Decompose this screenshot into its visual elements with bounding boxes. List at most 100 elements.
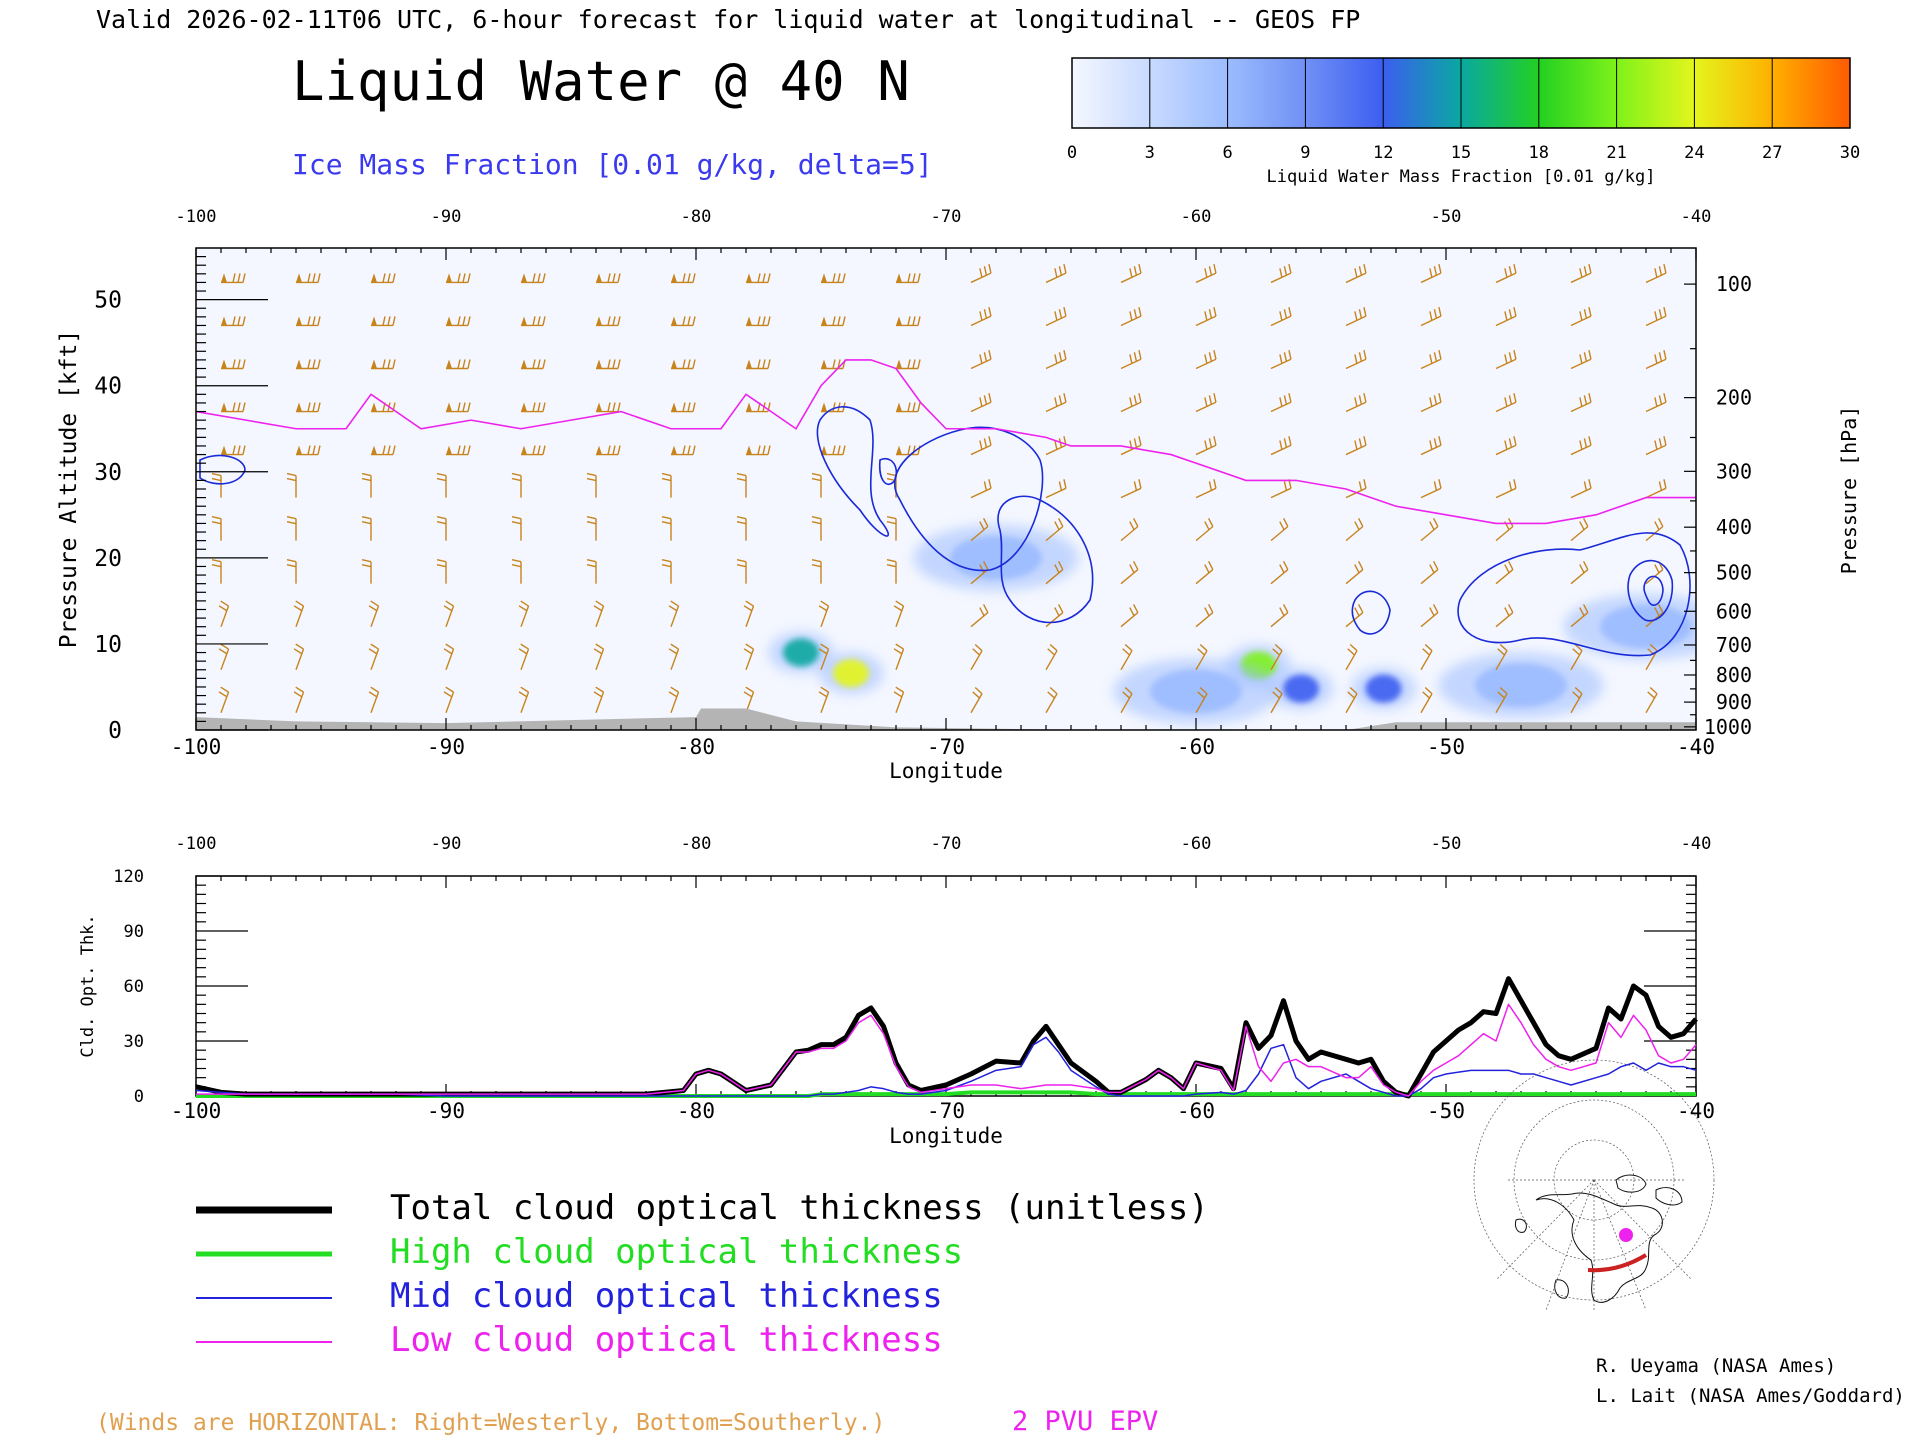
x-tick-label-bottom: -90 bbox=[427, 735, 465, 759]
bottom-panel-x-tick-labels-top: -100 -90 -80 -70 -60 -50 -40 bbox=[176, 834, 1712, 854]
bottom-panel: -100 -90 -80 -70 -60 -50 -40 -100 -90 -80 -70 -60-… bbox=[78, 834, 1715, 1148]
wind-barb bbox=[1120, 604, 1139, 628]
top-panel-ticks bbox=[195, 248, 1697, 731]
wind-barb bbox=[368, 600, 380, 627]
x-tick-label-top: -70 bbox=[931, 207, 962, 227]
wind-barb bbox=[293, 643, 305, 670]
wind-barb bbox=[286, 472, 297, 498]
terrain bbox=[196, 708, 1696, 730]
x-tick-label-bottom: -70 bbox=[927, 1099, 965, 1123]
ice-contour bbox=[997, 495, 1094, 624]
wind-barb bbox=[1645, 479, 1667, 499]
wind-barb bbox=[1570, 393, 1592, 413]
wind-barb bbox=[436, 472, 447, 498]
wind-barb bbox=[511, 515, 522, 541]
ice-contour bbox=[816, 406, 890, 537]
wind-barb bbox=[896, 273, 921, 284]
liquid-water-cell bbox=[833, 659, 869, 688]
top-x-axis-label: Longitude bbox=[889, 759, 1003, 783]
wind-barb bbox=[521, 402, 546, 413]
wind-barb bbox=[446, 445, 471, 456]
x-tick-label-bottom: -100 bbox=[171, 1099, 222, 1123]
wind-barb bbox=[443, 600, 455, 627]
right-tick-label: 900 bbox=[1716, 690, 1752, 714]
wind-barb bbox=[1420, 436, 1442, 456]
wind-barb bbox=[1345, 517, 1364, 542]
wind-barb bbox=[593, 686, 605, 714]
wind-barb bbox=[293, 686, 305, 714]
wind-barb bbox=[211, 515, 222, 541]
y-tick-label: 90 bbox=[124, 922, 144, 942]
right-tick-label: 400 bbox=[1716, 515, 1752, 539]
legend-label: Total cloud optical thickness (unitless) bbox=[390, 1188, 1209, 1228]
wind-barb bbox=[1570, 263, 1592, 284]
bottom-panel-frame bbox=[195, 875, 1697, 1097]
wind-barb bbox=[371, 445, 396, 456]
ice-contour bbox=[1643, 575, 1664, 606]
colorbar-tick-label: 18 bbox=[1529, 143, 1549, 163]
wind-barb bbox=[1195, 393, 1217, 413]
wind-barb bbox=[293, 600, 305, 627]
wind-barb bbox=[1270, 686, 1283, 714]
wind-barb bbox=[1495, 393, 1517, 413]
right-tick-label: 500 bbox=[1716, 561, 1752, 585]
wind-barb bbox=[1195, 263, 1217, 284]
locator-map bbox=[1473, 1059, 1715, 1311]
colorbar-label: Liquid Water Mass Fraction [0.01 g/kg] bbox=[1267, 167, 1656, 187]
wind-barb bbox=[1270, 561, 1289, 585]
x-tick-label-top: -80 bbox=[681, 207, 712, 227]
wind-barb bbox=[743, 600, 755, 627]
ice-contour bbox=[1457, 532, 1691, 657]
wind-barb bbox=[1045, 307, 1067, 327]
right-tick-label: 600 bbox=[1716, 599, 1752, 623]
wind-barb bbox=[1120, 307, 1142, 327]
wind-barb bbox=[818, 600, 830, 627]
wind-barb bbox=[668, 643, 680, 670]
wind-barb bbox=[1195, 307, 1217, 327]
winds-note: (Winds are HORIZONTAL: Right=Westerly, B… bbox=[96, 1410, 885, 1436]
contour-label: Ice Mass Fraction [0.01 g/kg, delta=5] bbox=[292, 148, 933, 181]
valid-line: Valid 2026-02-11T06 UTC, 6-hour forecast… bbox=[96, 5, 1360, 34]
wind-barb bbox=[970, 393, 992, 413]
right-tick-label: 100 bbox=[1716, 272, 1752, 296]
wind-barb bbox=[896, 316, 921, 327]
wind-barb bbox=[970, 263, 992, 284]
colorbar-tick-labels: 0 3 6 9 12 15 18 21 24 27 30 bbox=[1067, 143, 1860, 163]
wind-barb bbox=[970, 604, 989, 628]
liquid-water-cell bbox=[950, 535, 1042, 580]
legend-label: Mid cloud optical thickness bbox=[390, 1276, 943, 1316]
top-panel-x-tick-labels-top: -100 -90 -80 -70 -60 -50 -40 bbox=[176, 207, 1712, 227]
wind-barb bbox=[661, 558, 672, 584]
wind-barb bbox=[221, 359, 246, 370]
wind-barb bbox=[221, 316, 246, 327]
wind-barb bbox=[1045, 479, 1067, 499]
wind-barb bbox=[970, 517, 989, 542]
wind-barb bbox=[893, 686, 905, 714]
ice-contour bbox=[878, 458, 898, 485]
x-tick-label-top: -40 bbox=[1681, 834, 1712, 854]
wind-barb bbox=[1570, 643, 1583, 671]
wind-barb bbox=[970, 436, 992, 456]
wind-barb bbox=[1270, 263, 1292, 284]
wind-barb bbox=[893, 600, 905, 627]
wind-barb bbox=[1570, 604, 1589, 628]
wind-barb bbox=[361, 515, 372, 541]
wind-barb bbox=[1195, 643, 1208, 671]
wind-barb bbox=[736, 558, 747, 584]
wind-barb bbox=[970, 350, 992, 370]
wind-barb bbox=[1345, 350, 1367, 370]
wind-barb bbox=[886, 515, 897, 541]
x-tick-label-bottom: -80 bbox=[677, 1099, 715, 1123]
wind-barb bbox=[1045, 517, 1064, 542]
top-panel: -100 -90 -80 -70 -60 -50 -40 -100 -90 -80 -70 -60-… bbox=[56, 207, 1861, 783]
wind-barb bbox=[596, 445, 621, 456]
wind-barb bbox=[746, 273, 771, 284]
colorbar-tick-label: 21 bbox=[1606, 143, 1626, 163]
ice-contours bbox=[199, 406, 1691, 657]
wind-barb bbox=[668, 600, 680, 627]
wind-barb bbox=[1570, 350, 1592, 370]
wind-barb bbox=[1120, 561, 1139, 585]
wind-barb bbox=[1495, 436, 1517, 456]
wind-barb bbox=[218, 600, 230, 627]
